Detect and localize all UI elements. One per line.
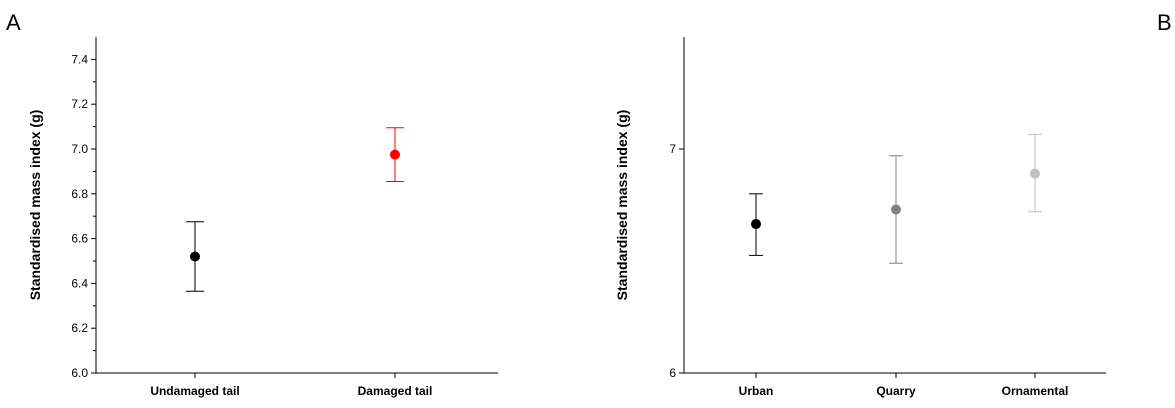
chart-panel-a: 6.0 6.2 6.4 6.6 6.8 7.0 7.2 7.4 Standardised mas…: [27, 37, 498, 398]
y-tick-label: 7.0: [71, 142, 88, 156]
x-tick-label: Quarry: [876, 384, 916, 398]
y-tick-label: 6.8: [71, 187, 88, 201]
y-tick-label: 7.2: [71, 97, 88, 111]
y-tick-label: 6.6: [71, 232, 88, 246]
chart-panel-b: 6 7 Standardised mass index (g) Urban Quarry…: [614, 37, 1106, 398]
data-point: [190, 251, 200, 262]
x-tick-label: Damaged tail: [358, 384, 433, 398]
y-tick-label: 6.0: [71, 366, 88, 380]
panel-label-a: A: [6, 10, 21, 35]
x-tick-label: Ornamental: [1002, 384, 1069, 398]
y-tick-label: 6: [669, 366, 676, 380]
y-tick-label: 7: [669, 142, 676, 156]
y-tick-label: 6.2: [71, 321, 88, 335]
data-point: [751, 219, 761, 230]
y-tick-label: 7.4: [71, 52, 88, 66]
data-point: [891, 204, 901, 215]
y-axis-label: Standardised mass index (g): [614, 110, 630, 301]
x-tick-label: Undamaged tail: [150, 384, 239, 398]
y-axis-label: Standardised mass index (g): [27, 110, 43, 301]
panel-label-b: B: [1157, 10, 1172, 35]
data-point: [390, 149, 400, 160]
x-tick-label: Urban: [739, 384, 774, 398]
y-tick-label: 6.4: [71, 276, 88, 290]
data-point: [1030, 168, 1040, 179]
